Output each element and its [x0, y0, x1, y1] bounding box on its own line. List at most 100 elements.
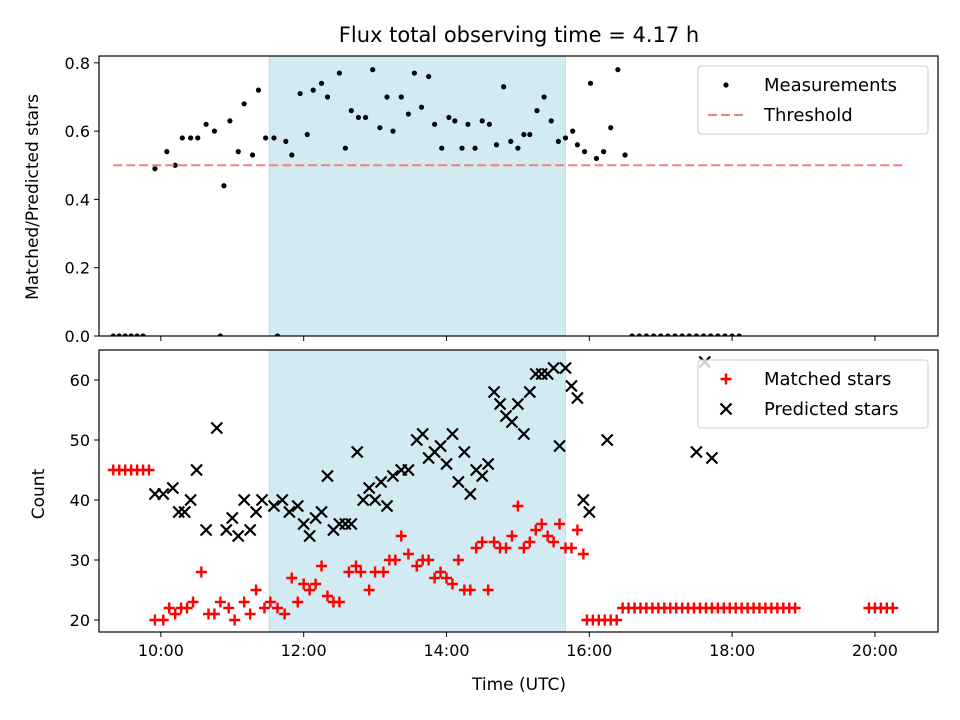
top-series-measurements-point: [179, 135, 185, 141]
bottom-series-predicted-stars-point: [255, 493, 269, 507]
top-series-measurements-point: [581, 149, 588, 155]
bottom-series-matched-stars-point: [157, 614, 169, 626]
bottom-series-matched-stars-point: [343, 566, 355, 578]
bottom-series-predicted-stars-point: [416, 427, 429, 441]
top-series-measurements-point: [310, 87, 316, 93]
top-series-measurements-point: [593, 155, 600, 162]
bottom-series-matched-stars-point: [446, 578, 458, 590]
bottom-series-matched-stars-point: [181, 602, 193, 614]
bottom-series-matched-stars-point: [250, 584, 262, 596]
bottom-series-matched-stars-point: [355, 566, 367, 578]
top-series-measurements-point: [527, 131, 533, 138]
x-tick-label: 18:00: [709, 641, 755, 660]
top-series-measurements-point: [459, 145, 465, 151]
bottom-series-predicted-stars-point: [166, 481, 180, 495]
bottom-series-matched-stars-point: [223, 602, 235, 614]
bottom-series-matched-stars-point: [316, 560, 328, 572]
bottom-series-predicted-stars-point: [303, 529, 316, 543]
bottom-series-predicted-stars-point: [243, 523, 257, 537]
bottom-series-predicted-stars-point: [600, 433, 614, 447]
bottom-series-predicted-stars-point: [547, 361, 560, 375]
top-series-measurements-point: [411, 70, 417, 76]
bottom-series-matched-stars-point: [208, 608, 220, 620]
top-series-measurements-point: [465, 121, 471, 127]
bottom-legend-entry-swatch: [719, 402, 733, 416]
bottom-series-predicted-stars-point: [386, 469, 400, 483]
bottom-series-matched-stars-point: [554, 518, 566, 530]
bottom-series-predicted-stars-point: [345, 517, 358, 531]
top-series-measurements-point: [221, 183, 227, 189]
top-series-measurements-point: [439, 145, 445, 151]
top-series-measurements-point: [562, 135, 569, 141]
top-series-measurements-point: [686, 333, 692, 336]
x-tick-label: 14:00: [423, 641, 469, 660]
bottom-series-matched-stars-point: [286, 572, 298, 584]
top-series-measurements-point: [271, 135, 277, 141]
top-series-measurements-point: [541, 94, 547, 100]
top-series-measurements-point: [188, 135, 194, 141]
top-series-measurements-point: [722, 333, 728, 336]
bottom-series-matched-stars-point: [530, 524, 542, 536]
top-series-measurements-point: [390, 128, 396, 134]
top-series-measurements-point: [486, 121, 492, 127]
bottom-series-matched-stars-point: [506, 530, 518, 542]
top-legend-entry-swatch: [723, 82, 729, 88]
bottom-series-matched-stars-point: [214, 596, 226, 608]
top-y-tick-label: 0.2: [65, 259, 90, 278]
bottom-series-predicted-stars-point: [523, 385, 537, 399]
bottom-series-predicted-stars-point: [511, 397, 525, 411]
bottom-series-matched-stars-point: [143, 464, 155, 476]
top-axes-frame: [98, 55, 939, 337]
top-series-measurements-point: [615, 67, 621, 73]
top-series-measurements-point: [249, 152, 256, 158]
top-series-measurements-point: [665, 333, 671, 336]
bottom-y-tick-label: 30: [70, 551, 90, 570]
bottom-series-predicted-stars-point: [475, 469, 489, 483]
top-series-measurements-point: [587, 80, 594, 86]
bottom-series-matched-stars-point: [429, 572, 441, 584]
bottom-series-matched-stars-point: [279, 608, 291, 620]
top-series-measurements-point: [650, 333, 657, 336]
bottom-series-predicted-stars-point: [291, 499, 305, 513]
bottom-series-matched-stars-point: [542, 530, 554, 542]
bottom-series-predicted-stars-point: [402, 463, 415, 477]
bottom-series-matched-stars-point: [402, 548, 414, 560]
bottom-series-predicted-stars-point: [283, 505, 296, 519]
bottom-series-predicted-stars-point: [493, 397, 507, 411]
bottom-series-predicted-stars-point: [446, 427, 459, 441]
bottom-series-predicted-stars-point: [374, 475, 388, 489]
bottom-series-predicted-stars-point: [297, 517, 310, 531]
bottom-legend-entry-label: Predicted stars: [764, 399, 898, 420]
bottom-series-matched-stars-point: [423, 554, 435, 566]
bottom-series-predicted-stars-point: [315, 505, 328, 519]
bottom-series-predicted-stars-point: [565, 379, 578, 393]
bottom-series-matched-stars-point: [411, 560, 423, 572]
top-series-measurements-point: [515, 145, 521, 151]
top-series-measurements-point: [432, 121, 438, 127]
bottom-legend-entry-label: Matched stars: [764, 369, 891, 390]
chart-title: Flux total observing time = 4.17 h: [339, 23, 699, 47]
bottom-series-predicted-stars-point: [577, 493, 590, 507]
top-series-measurements-point: [116, 333, 122, 336]
top-series-measurements-point: [715, 333, 721, 336]
bottom-series-predicted-stars-point: [231, 529, 245, 543]
bottom-y-tick-label: 20: [70, 611, 90, 630]
x-tick-label: 10:00: [138, 641, 184, 660]
bottom-series-matched-stars-point: [350, 560, 362, 572]
bottom-series-matched-stars-point: [238, 596, 250, 608]
bottom-series-matched-stars-point: [258, 602, 270, 614]
bottom-y-axis-label: Count: [29, 468, 49, 519]
top-legend-entry-label: Measurements: [764, 75, 897, 96]
bottom-series-matched-stars-point: [464, 584, 476, 596]
x-tick-label: 16:00: [566, 641, 612, 660]
top-series-measurements-point: [555, 138, 561, 144]
bottom-series-predicted-stars-point: [487, 385, 501, 399]
top-series-measurements-point: [283, 138, 289, 144]
bottom-series-predicted-stars-point: [705, 451, 719, 465]
bottom-series-matched-stars-point: [482, 584, 494, 596]
top-series-measurements-point: [342, 145, 348, 151]
top-series-measurements-point: [405, 111, 412, 117]
bottom-series-predicted-stars-point: [156, 487, 170, 501]
top-series-measurements-point: [574, 142, 581, 148]
bottom-series-predicted-stars-point: [481, 457, 495, 471]
